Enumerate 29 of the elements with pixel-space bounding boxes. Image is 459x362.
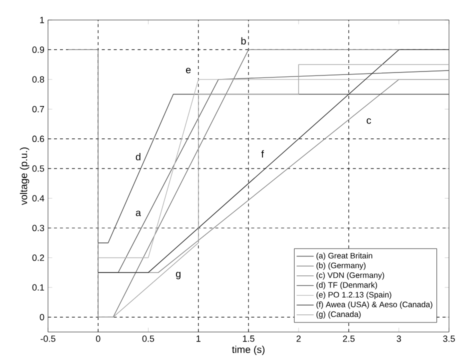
y-tick-label: 0.2: [32, 254, 44, 261]
x-tick-label: -0.5: [40, 336, 56, 342]
annotation: d: [136, 152, 140, 160]
x-tick-label: 0.5: [142, 336, 154, 342]
annotation: b: [241, 37, 246, 45]
x-tick-label: 0: [96, 336, 100, 342]
x-tick-label: 3: [396, 336, 401, 342]
y-tick-label: 0.5: [32, 165, 44, 172]
annotation: a: [136, 210, 142, 216]
y-tick-label: 0.3: [32, 224, 44, 232]
y-tick-label: 0.9: [32, 46, 44, 53]
x-tick-label: 2.5: [342, 336, 355, 342]
annotation: g: [176, 272, 180, 280]
x-axis-title: time (s): [232, 346, 264, 355]
y-axis-title: voltage (p.u.): [20, 148, 30, 206]
y-tick-label: 0.8: [32, 76, 44, 83]
annotation: c: [366, 118, 372, 124]
x-tick-label: 2: [296, 336, 301, 342]
x-tick-label: 1.5: [242, 336, 254, 342]
annotation: f: [261, 150, 264, 158]
y-tick-label: 0.7: [32, 106, 44, 112]
annotation: e: [186, 68, 191, 74]
y-tick-label: 0.6: [32, 136, 44, 142]
x-tick-label: 1: [196, 336, 200, 342]
y-tick-label: 0.1: [32, 284, 44, 291]
x-tick-label: 3.5: [443, 336, 455, 342]
y-tick-label: 0: [40, 314, 44, 320]
y-tick-label: 0.4: [32, 195, 44, 202]
y-tick-label: 1: [40, 16, 44, 24]
